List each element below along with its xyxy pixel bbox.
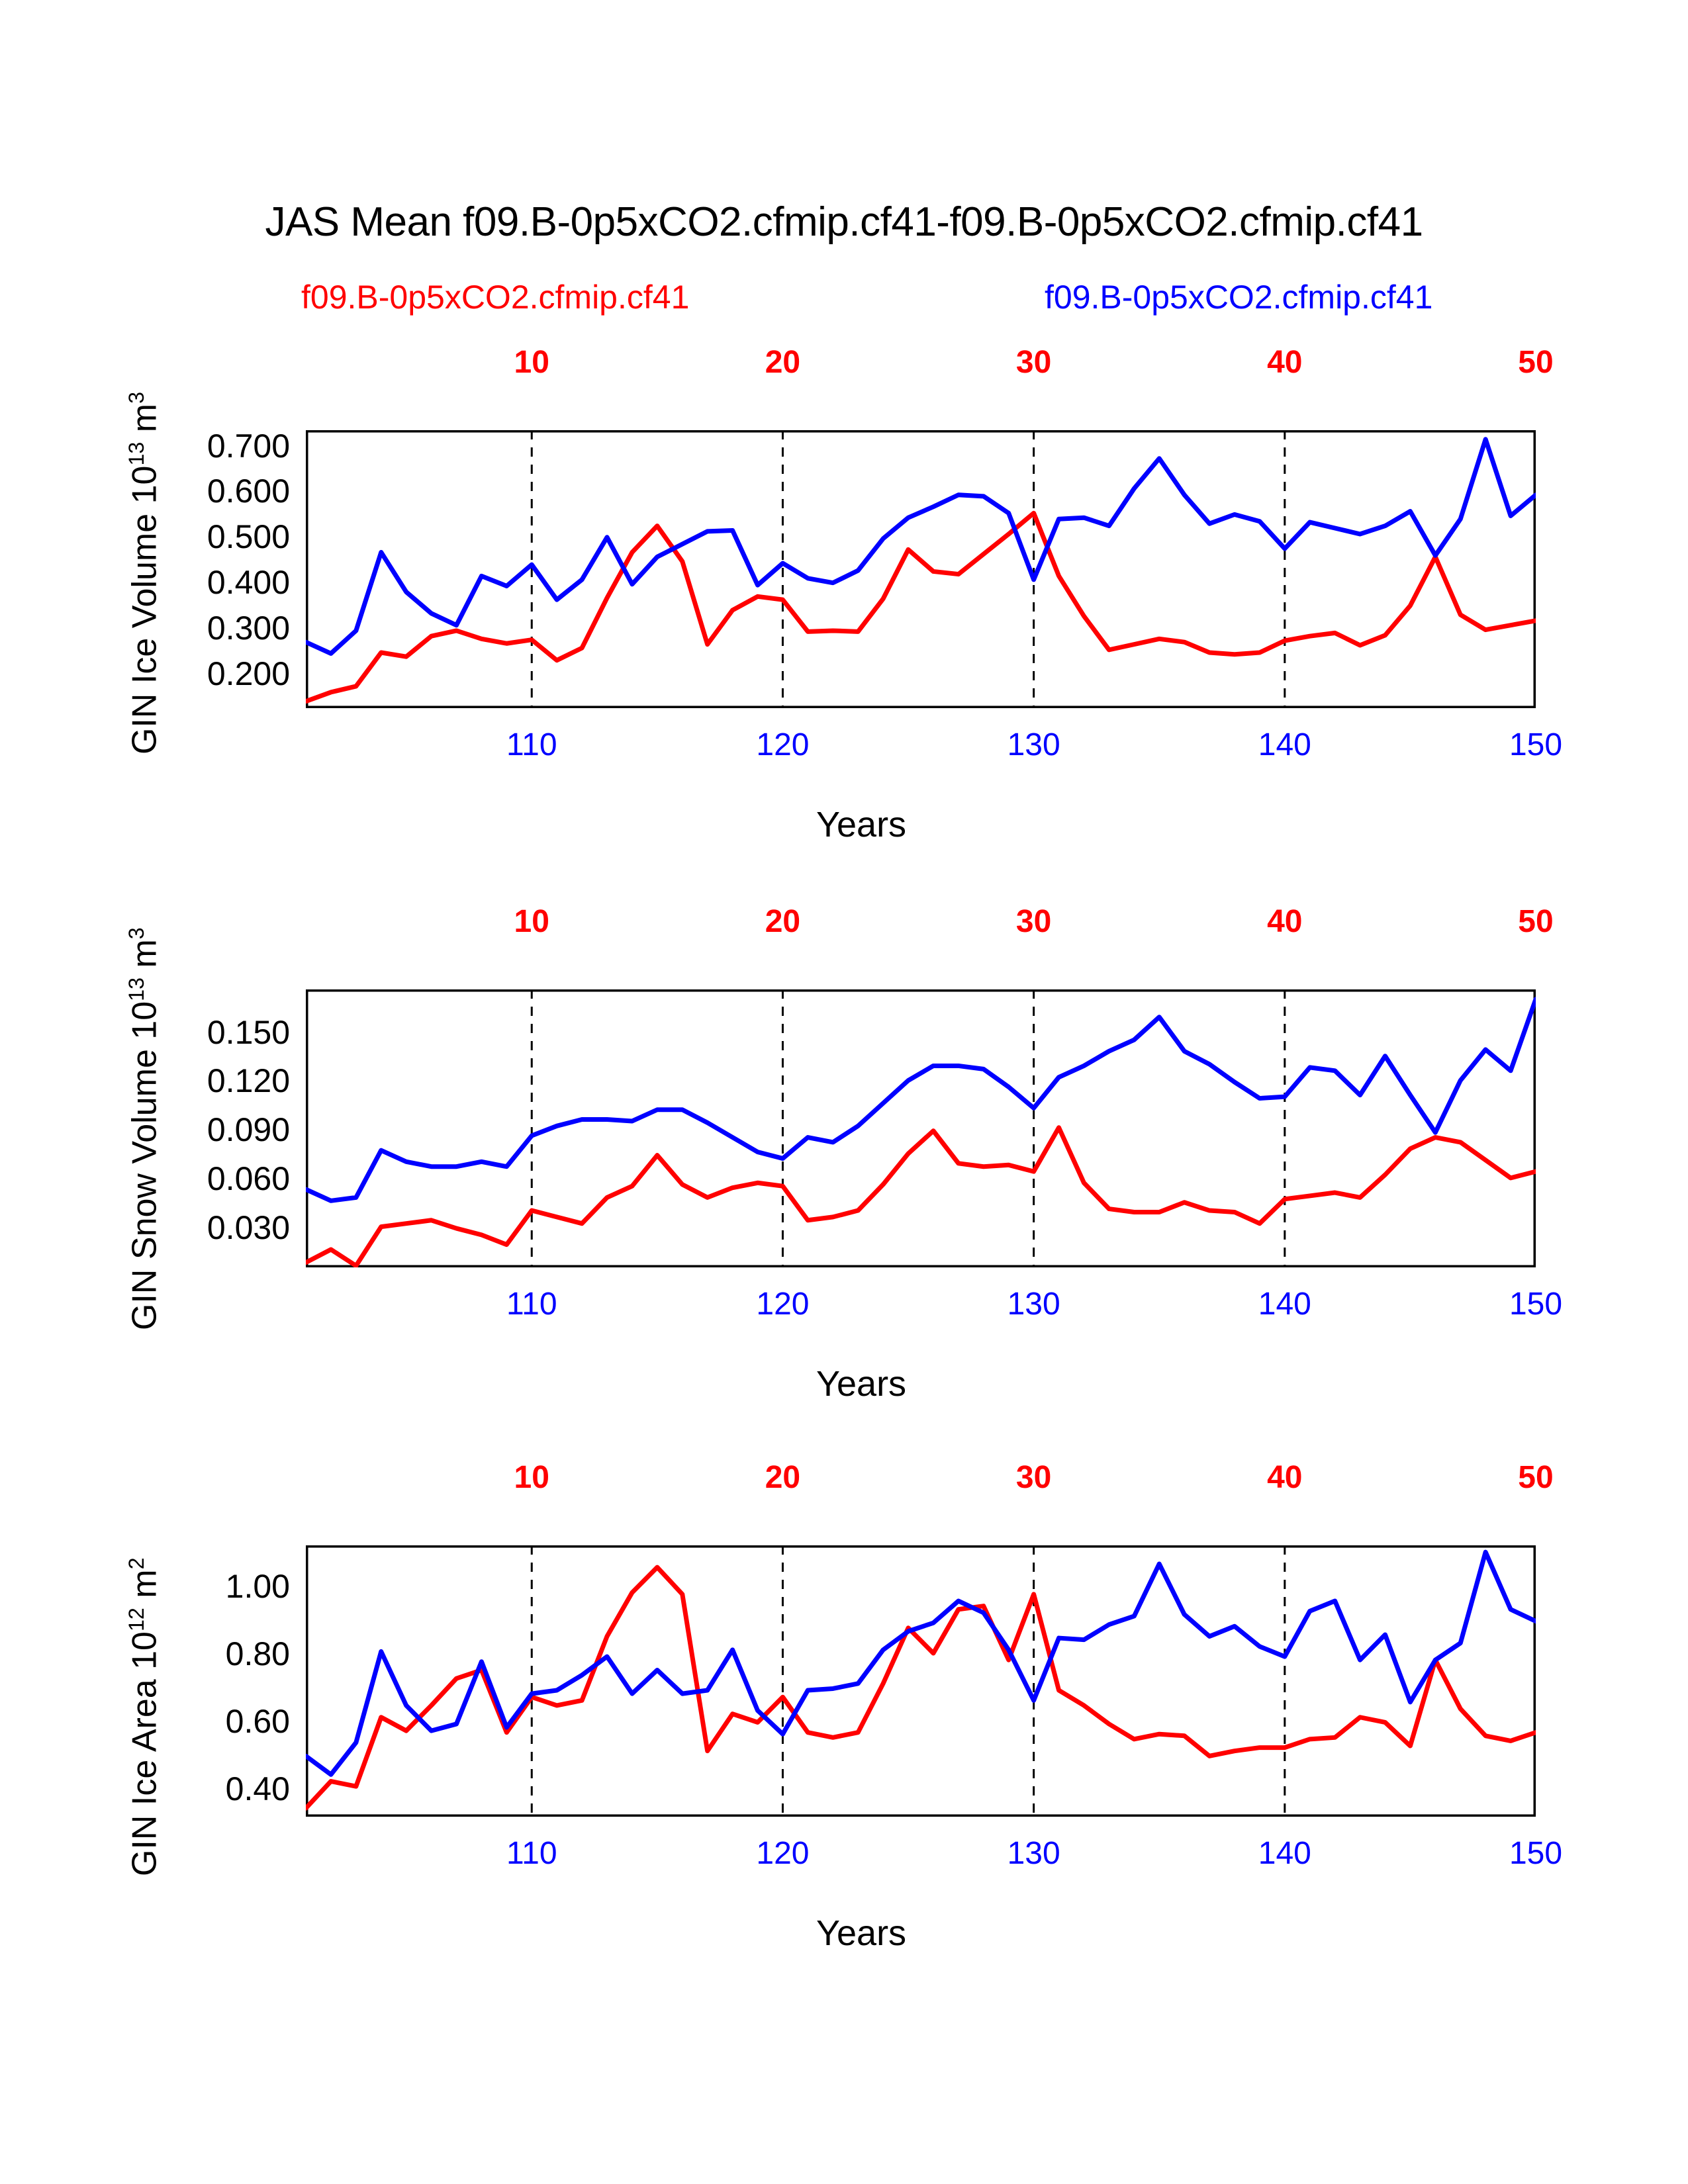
legend-label-red: f09.B-0p5xCO2.cfmip.cf41 xyxy=(301,279,690,316)
x-tick-label-top: 50 xyxy=(1518,904,1554,939)
x-tick-label-bottom: 110 xyxy=(506,727,557,762)
y-tick-label: 0.150 xyxy=(207,1013,290,1051)
y-tick-label: 0.030 xyxy=(207,1208,290,1246)
page-title: JAS Mean f09.B-0p5xCO2.cfmip.cf41-f09.B-… xyxy=(265,199,1423,245)
y-tick-label: 0.40 xyxy=(225,1770,290,1807)
x-tick-label-bottom: 120 xyxy=(756,727,810,762)
legend-label-blue: f09.B-0p5xCO2.cfmip.cf41 xyxy=(1045,279,1433,316)
series-line-blue xyxy=(306,1549,1536,1777)
series-line-blue xyxy=(306,997,1536,1203)
plot-frame xyxy=(306,989,1536,1267)
x-tick-label-top: 50 xyxy=(1518,1460,1554,1495)
panel3-x-axis-title: Years xyxy=(816,1913,907,1953)
x-tick-label-top: 40 xyxy=(1267,904,1303,939)
x-tick-label-bottom: 150 xyxy=(1509,1836,1563,1871)
x-tick-label-bottom: 120 xyxy=(756,1836,810,1871)
panel2-x-axis-title: Years xyxy=(816,1364,907,1404)
panel3-plot-area xyxy=(306,1545,1536,1817)
series-line-red xyxy=(306,510,1536,704)
y-tick-label: 0.600 xyxy=(207,473,290,510)
x-tick-label-bottom: 110 xyxy=(506,1836,557,1871)
y-tick-label: 0.700 xyxy=(207,427,290,465)
x-tick-label-bottom: 140 xyxy=(1258,727,1311,762)
x-tick-label-top: 20 xyxy=(765,1460,801,1495)
y-tick-label: 0.200 xyxy=(207,655,290,692)
x-tick-label-top: 40 xyxy=(1267,1460,1303,1495)
x-tick-label-bottom: 140 xyxy=(1258,1287,1311,1322)
y-tick-label: 0.060 xyxy=(207,1160,290,1197)
x-tick-label-bottom: 150 xyxy=(1509,727,1563,762)
panel1-x-axis-title: Years xyxy=(816,805,907,844)
x-tick-label-bottom: 150 xyxy=(1509,1287,1563,1322)
x-tick-label-bottom: 130 xyxy=(1007,1287,1060,1322)
plot-frame xyxy=(306,430,1536,708)
x-tick-label-top: 20 xyxy=(765,904,801,939)
y-tick-label: 0.400 xyxy=(207,564,290,602)
y-tick-label: 0.300 xyxy=(207,609,290,647)
panel2-plot-area xyxy=(306,989,1536,1267)
x-tick-label-top: 50 xyxy=(1518,345,1554,380)
x-tick-label-top: 30 xyxy=(1015,345,1052,380)
x-tick-label-bottom: 130 xyxy=(1007,727,1060,762)
x-tick-label-top: 20 xyxy=(765,345,801,380)
y-tick-label: 0.090 xyxy=(207,1111,290,1149)
series-line-red xyxy=(306,1125,1536,1267)
x-tick-label-top: 10 xyxy=(514,904,549,939)
x-tick-label-bottom: 120 xyxy=(756,1287,810,1322)
y-tick-label: 0.80 xyxy=(225,1635,290,1673)
y-tick-label: 0.120 xyxy=(207,1062,290,1100)
y-tick-label: 1.00 xyxy=(225,1568,290,1606)
series-line-blue xyxy=(306,437,1536,656)
x-tick-label-top: 10 xyxy=(514,1460,549,1495)
x-tick-label-bottom: 110 xyxy=(506,1287,557,1322)
y-tick-label: 0.60 xyxy=(225,1702,290,1740)
x-tick-label-top: 30 xyxy=(1015,904,1052,939)
panel1-plot-area xyxy=(306,430,1536,708)
y-tick-label: 0.500 xyxy=(207,518,290,556)
series-line-red xyxy=(306,1565,1536,1811)
x-tick-label-bottom: 140 xyxy=(1258,1836,1311,1871)
x-tick-label-bottom: 130 xyxy=(1007,1836,1060,1871)
x-tick-label-top: 40 xyxy=(1267,345,1303,380)
x-tick-label-top: 30 xyxy=(1015,1460,1052,1495)
x-tick-label-top: 10 xyxy=(514,345,549,380)
